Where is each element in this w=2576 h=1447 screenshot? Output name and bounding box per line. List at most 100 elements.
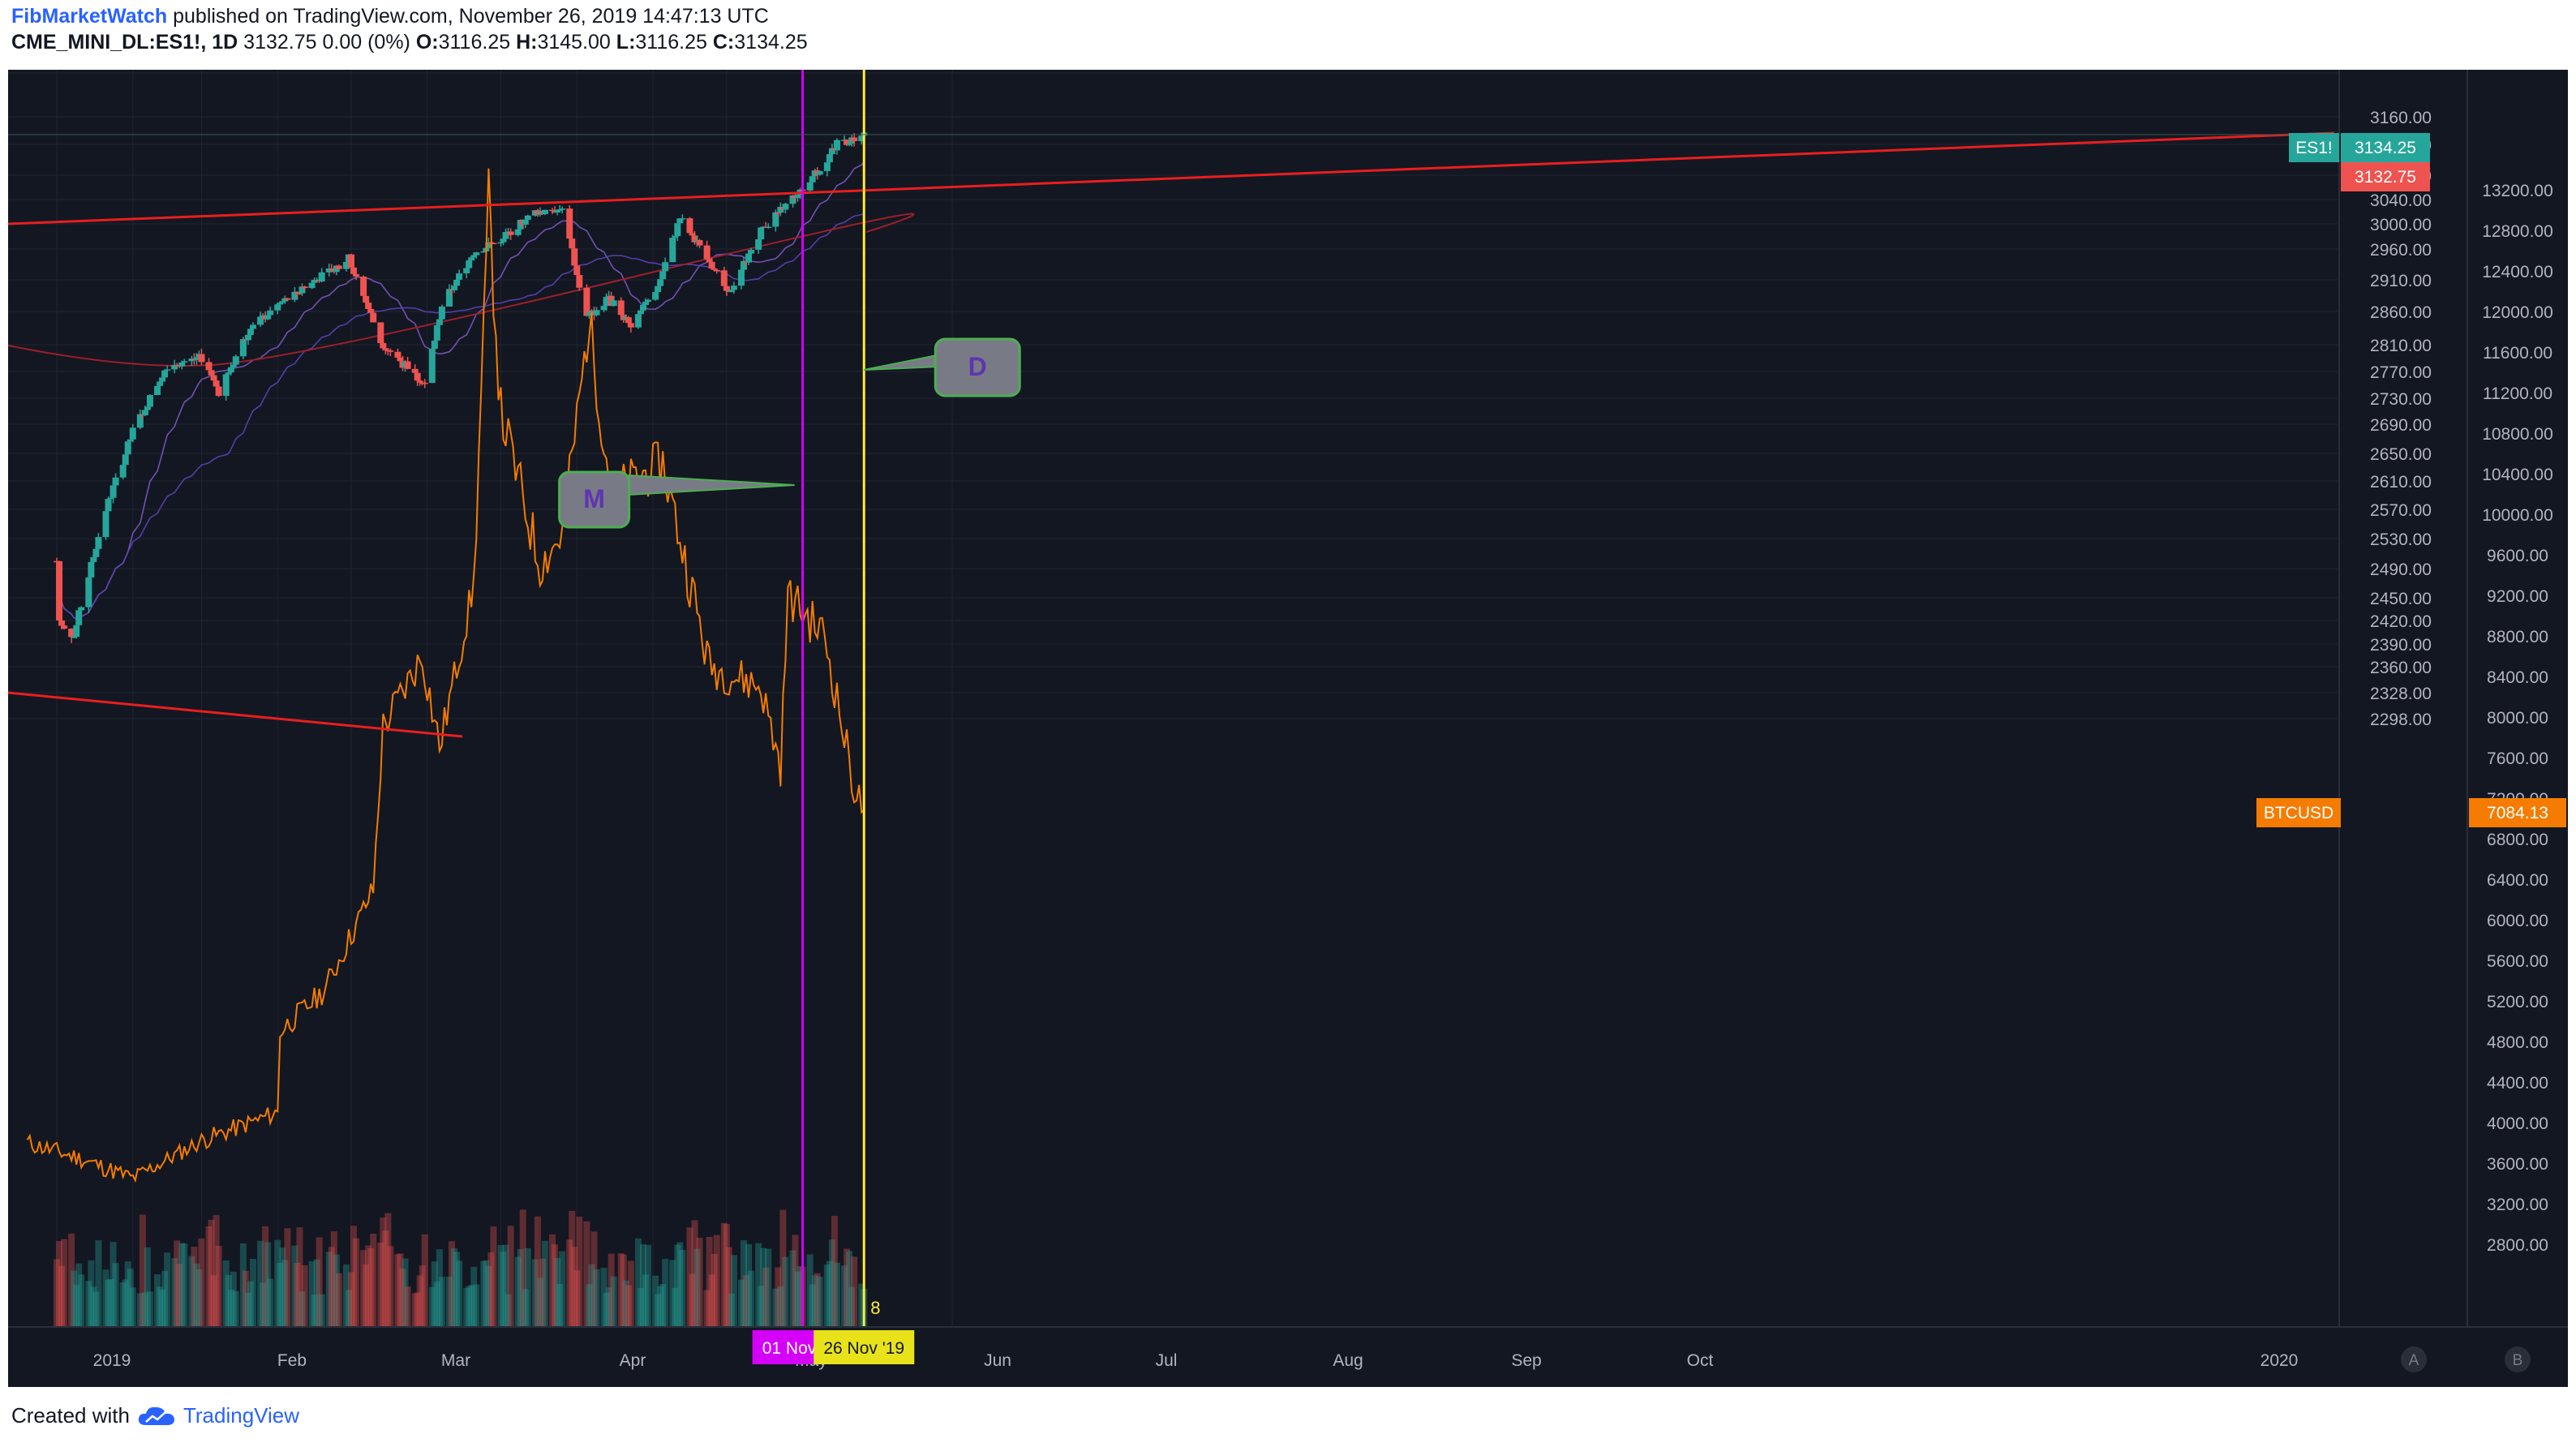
candle-body (213, 380, 220, 387)
chart-canvas[interactable]: 8 M D 3160.003120.003080.003040.003000.002… (8, 70, 2568, 1387)
axes: 3160.003120.003080.003040.003000.002960.… (8, 70, 2568, 1387)
volume-bar (193, 1263, 200, 1327)
candle-body (416, 380, 423, 383)
candle-body (706, 259, 713, 262)
volume-bar (617, 1253, 625, 1327)
right-price-tick: 11200.00 (2483, 384, 2552, 403)
volume-bar (600, 1268, 608, 1327)
volume-bar (779, 1209, 787, 1327)
candle-body (159, 377, 166, 382)
candle-body (380, 342, 387, 349)
footer: Created with TradingView (11, 1403, 299, 1428)
volume-bar (213, 1214, 220, 1327)
candle-body (639, 305, 646, 311)
high-value: 3145.00 (537, 31, 611, 54)
volume-bar (78, 1274, 85, 1327)
candle-body (713, 269, 720, 272)
volume-bar (758, 1286, 765, 1327)
candle-body (428, 349, 436, 384)
volume-bar (139, 1214, 146, 1327)
volume-bar (105, 1279, 112, 1327)
candle-body (851, 137, 858, 142)
time-axis-panel (8, 1328, 2568, 1387)
candle-body (789, 195, 796, 204)
candle-body (350, 267, 358, 274)
volume-bar (576, 1217, 583, 1327)
volume-bar (404, 1286, 411, 1327)
low-value: 3116.25 (635, 31, 707, 54)
left-price-tick: 2530.00 (2370, 530, 2432, 549)
volume-bar (634, 1238, 642, 1327)
volume-bar (54, 1259, 60, 1327)
volume-bar (88, 1260, 95, 1327)
left-price-tick: 2690.00 (2370, 416, 2432, 435)
btc-tag-bg (2256, 798, 2341, 827)
volume-bar (419, 1265, 426, 1327)
chart-area[interactable]: 8MD 3160.003120.003080.003040.003000.002… (8, 70, 2568, 1387)
volume-bar (274, 1239, 281, 1327)
volume-bar (281, 1260, 289, 1327)
es-last-tag: 3132.75 (2355, 168, 2416, 187)
candle-body (58, 620, 66, 626)
tradingview-link[interactable]: TradingView (182, 1403, 300, 1428)
candle-body (573, 265, 581, 276)
axis-panel (2339, 70, 2568, 1387)
candle-body (127, 439, 134, 442)
volume-bar (119, 1282, 127, 1327)
candle-body (554, 209, 561, 213)
candle-body (247, 328, 254, 335)
high-label: H: (516, 31, 538, 54)
volume-bar (328, 1247, 335, 1327)
candle-body (652, 292, 659, 300)
volume-bar (164, 1252, 171, 1327)
left-price-tick: 2570.00 (2370, 501, 2432, 520)
volume-bar (136, 1293, 144, 1327)
volume-bar (500, 1252, 507, 1327)
volume-bar (301, 1265, 308, 1327)
volume-bar (90, 1286, 97, 1327)
candle-body (267, 310, 274, 316)
candle-body (365, 303, 372, 309)
volume-bar (711, 1253, 718, 1327)
candle-body (470, 255, 478, 258)
es-price-tag: 3134.25 (2355, 139, 2416, 157)
candle-body (711, 268, 718, 270)
left-price-tick: 2420.00 (2370, 612, 2432, 631)
candle-body (669, 238, 676, 263)
volume-bar (573, 1270, 581, 1327)
callout-m-label: M (583, 484, 605, 513)
volume-bar (566, 1239, 573, 1327)
candle-body (367, 308, 375, 313)
trendline-upper (8, 131, 2335, 225)
candle-body (277, 303, 284, 305)
time-tick: Jun (984, 1351, 1011, 1370)
author-link[interactable]: FibMarketWatch (11, 5, 168, 28)
volume-bar (294, 1263, 301, 1327)
volume-bar (198, 1238, 205, 1327)
es-price-tag-bg (2341, 133, 2430, 162)
volume-bar (473, 1284, 480, 1327)
candle-body (56, 560, 63, 620)
volume-bar (436, 1249, 443, 1327)
open-label: O: (415, 31, 439, 54)
volume-bar (519, 1209, 526, 1327)
volume-bar (522, 1289, 529, 1327)
grid-lines (8, 70, 2338, 1327)
volume-bar (645, 1244, 652, 1327)
candle-body (232, 356, 239, 365)
candle-body (600, 306, 608, 311)
open-value: 3116.25 (438, 31, 511, 54)
candle-body (250, 324, 256, 329)
candle-body (284, 298, 291, 300)
volume-bar (608, 1253, 615, 1327)
candle-body (549, 209, 556, 212)
right-price-tick: 6800.00 (2487, 831, 2548, 849)
volume-bar (554, 1258, 561, 1327)
volume-bar (833, 1262, 840, 1327)
candle-body (809, 176, 816, 182)
volume-bar (809, 1284, 816, 1327)
volume-bar (777, 1286, 784, 1327)
volume-bar (480, 1260, 487, 1327)
candle-body (556, 209, 564, 211)
volume-bar (401, 1258, 409, 1327)
